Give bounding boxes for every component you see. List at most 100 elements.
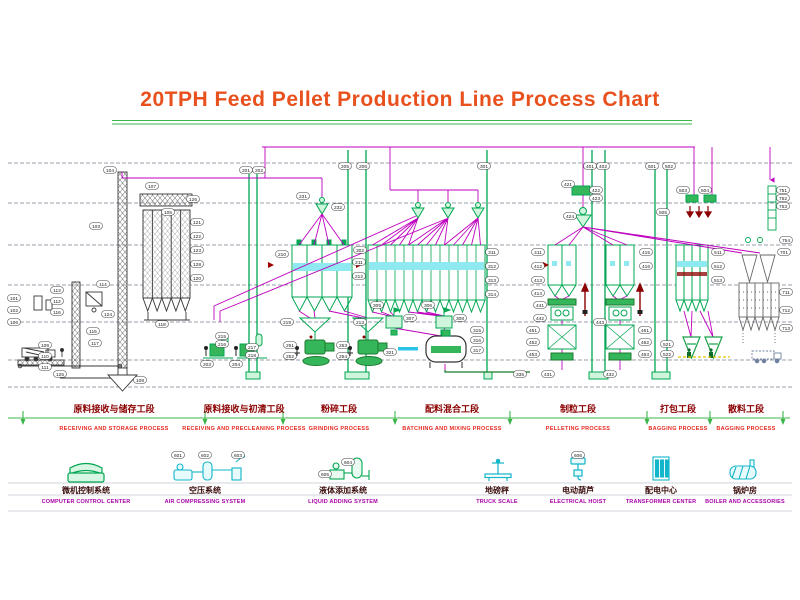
equipment-tag: 202 xyxy=(252,166,266,174)
pellet-mills xyxy=(547,298,635,361)
level-indicator xyxy=(268,262,274,268)
svg-text:312: 312 xyxy=(488,264,496,270)
equipment-tag: 219 xyxy=(280,318,294,326)
equipment-tag: 711 xyxy=(779,288,793,296)
svg-text:462: 462 xyxy=(641,340,649,346)
aux-label-zh-1: 空压系统 xyxy=(189,486,221,495)
svg-text:101: 101 xyxy=(10,296,18,302)
aux-row-rules xyxy=(8,482,792,512)
section-label-en-6: BAGGING PROCESS xyxy=(716,426,776,432)
equipment-tag: 602 xyxy=(198,451,212,459)
equipment-tag: 415 xyxy=(639,248,653,256)
equipment-tag: 205 xyxy=(338,162,352,170)
section-label-en-0: RECEIVING AND STORAGE PROCESS xyxy=(59,426,169,432)
svg-text:603: 603 xyxy=(234,453,242,459)
svg-text:116: 116 xyxy=(53,310,61,316)
grinding-bins xyxy=(291,239,353,313)
equipment-tag: 118 xyxy=(155,320,169,328)
equipment-tag: 442 xyxy=(533,314,547,322)
svg-text:411: 411 xyxy=(534,250,542,256)
aux-label-zh-3: 地磅秤 xyxy=(485,486,509,495)
svg-text:402: 402 xyxy=(599,164,607,170)
chart-title: 20TPH Feed Pellet Production Line Proces… xyxy=(140,88,660,111)
equipment-tag: 109 xyxy=(38,341,52,349)
svg-text:210: 210 xyxy=(278,252,286,258)
svg-text:416: 416 xyxy=(642,264,650,270)
aux-label-en-3: TRUCK SCALE xyxy=(476,499,518,505)
equipment-tag: 501 xyxy=(645,162,659,170)
equipment-tag: 754 xyxy=(779,236,793,244)
svg-text:421: 421 xyxy=(564,182,572,188)
bucket-elevator-1 xyxy=(71,281,81,369)
mini-elevator xyxy=(767,185,777,231)
distributors xyxy=(315,185,592,228)
pellet-bins xyxy=(547,244,635,297)
bulk-loadout xyxy=(738,185,782,364)
equipment-tag: 505 xyxy=(656,208,670,216)
svg-text:102: 102 xyxy=(10,308,18,314)
svg-text:117: 117 xyxy=(91,341,99,347)
svg-text:112: 112 xyxy=(53,299,61,305)
svg-text:302: 302 xyxy=(356,248,364,254)
svg-text:253: 253 xyxy=(339,343,347,349)
equipment-tag: 253 xyxy=(336,341,350,349)
svg-text:108: 108 xyxy=(136,378,144,384)
equipment-tag: 423 xyxy=(589,194,603,202)
svg-text:115: 115 xyxy=(89,329,97,335)
svg-text:453: 453 xyxy=(529,352,537,358)
svg-text:423: 423 xyxy=(592,196,600,202)
svg-text:753: 753 xyxy=(779,204,787,210)
equipment-tag: 204 xyxy=(229,360,243,368)
svg-text:752: 752 xyxy=(779,196,787,202)
equipment-tag: 113 xyxy=(50,286,64,294)
svg-text:432: 432 xyxy=(606,372,614,378)
aux-label-en-6: BOILER AND ACCESSORIES xyxy=(705,499,785,505)
svg-text:301: 301 xyxy=(480,164,488,170)
equipment-tag: 431 xyxy=(541,370,555,378)
aux-label-zh-4: 电动葫芦 xyxy=(562,486,594,495)
aux-label-zh-0: 微机控制系统 xyxy=(62,486,110,495)
svg-text:307: 307 xyxy=(406,316,414,322)
equipment-tag: 751 xyxy=(776,186,790,194)
equipment-tag: 753 xyxy=(776,202,790,210)
equipment-tag: 123 xyxy=(190,246,204,254)
title-underline xyxy=(112,119,692,125)
batching-bins xyxy=(367,244,486,314)
mixer-discharge-conveyor xyxy=(444,370,530,373)
svg-text:104: 104 xyxy=(106,168,114,174)
equipment-tag: 317 xyxy=(470,346,484,354)
equipment-tag: 120 xyxy=(190,274,204,282)
svg-text:118: 118 xyxy=(158,322,166,328)
svg-text:604: 604 xyxy=(344,460,352,466)
equipment-tag: 311 xyxy=(485,248,499,256)
section-label-zh-4: 制粒工段 xyxy=(559,404,597,414)
equipment-tag: 128 xyxy=(190,260,204,268)
section-label-zh-1: 原料接收与初清工段 xyxy=(203,404,285,414)
svg-text:503: 503 xyxy=(679,188,687,194)
bucket-elevator-2 xyxy=(117,171,128,369)
svg-text:522: 522 xyxy=(663,352,671,358)
aux-label-en-0: COMPUTER CONTROL CENTER xyxy=(41,499,131,505)
svg-text:206: 206 xyxy=(359,164,367,170)
svg-text:114: 114 xyxy=(99,282,107,288)
equipment-tag: 413 xyxy=(531,276,545,284)
svg-text:712: 712 xyxy=(782,308,790,314)
svg-text:502: 502 xyxy=(665,164,673,170)
equipment-tag: 110 xyxy=(38,352,52,360)
equipment-tag: 302 xyxy=(353,246,367,254)
svg-text:441: 441 xyxy=(536,303,544,309)
equipment-tag: 213 xyxy=(353,318,367,326)
svg-text:106: 106 xyxy=(10,320,18,326)
equipment-tag: 713 xyxy=(779,324,793,332)
svg-text:203: 203 xyxy=(203,362,211,368)
svg-text:123: 123 xyxy=(193,248,201,254)
svg-text:424: 424 xyxy=(566,214,574,220)
equipment-tag: 126 xyxy=(186,195,200,203)
equipment-tag: 103 xyxy=(89,222,103,230)
equipment-tag: 201 xyxy=(239,166,253,174)
equipment-tag: 414 xyxy=(531,289,545,297)
equipment-tag: 462 xyxy=(638,338,652,346)
equipment-tag: 308 xyxy=(453,314,467,322)
svg-text:308: 308 xyxy=(456,316,464,322)
